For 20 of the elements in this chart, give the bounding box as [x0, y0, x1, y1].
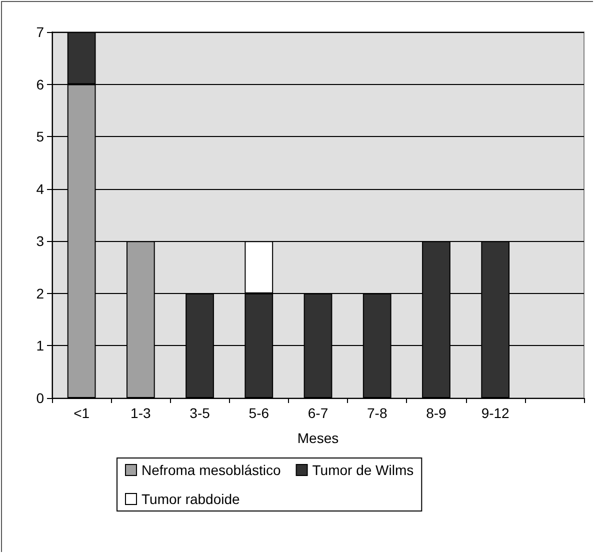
legend-label: Tumor rabdoide: [142, 491, 240, 507]
legend-label: Nefroma mesoblástico: [142, 462, 281, 478]
y-tick-label: 6: [36, 76, 44, 92]
y-tick-label: 1: [36, 338, 44, 354]
x-tick-label: 9-12: [481, 405, 510, 421]
x-tick-label: <1: [74, 405, 90, 421]
x-tick-label: 3-5: [190, 405, 210, 421]
y-tick-label: 5: [36, 128, 44, 145]
legend-label: Tumor de Wilms: [312, 462, 414, 478]
x-tick-label: 8-9: [426, 405, 447, 421]
y-tick-label: 3: [36, 233, 44, 250]
x-tick-label: 5-6: [248, 405, 270, 421]
y-tick-label: 0: [36, 390, 44, 406]
x-tick-label: 1-3: [130, 405, 151, 421]
y-tick-label: 7: [36, 24, 44, 40]
x-tick-label: 7-8: [366, 405, 388, 421]
y-tick-label: 4: [36, 180, 44, 197]
x-tick-label: 6-7: [308, 405, 328, 421]
y-tick-label: 2: [36, 285, 44, 302]
x-axis-title: Meses: [297, 430, 339, 446]
